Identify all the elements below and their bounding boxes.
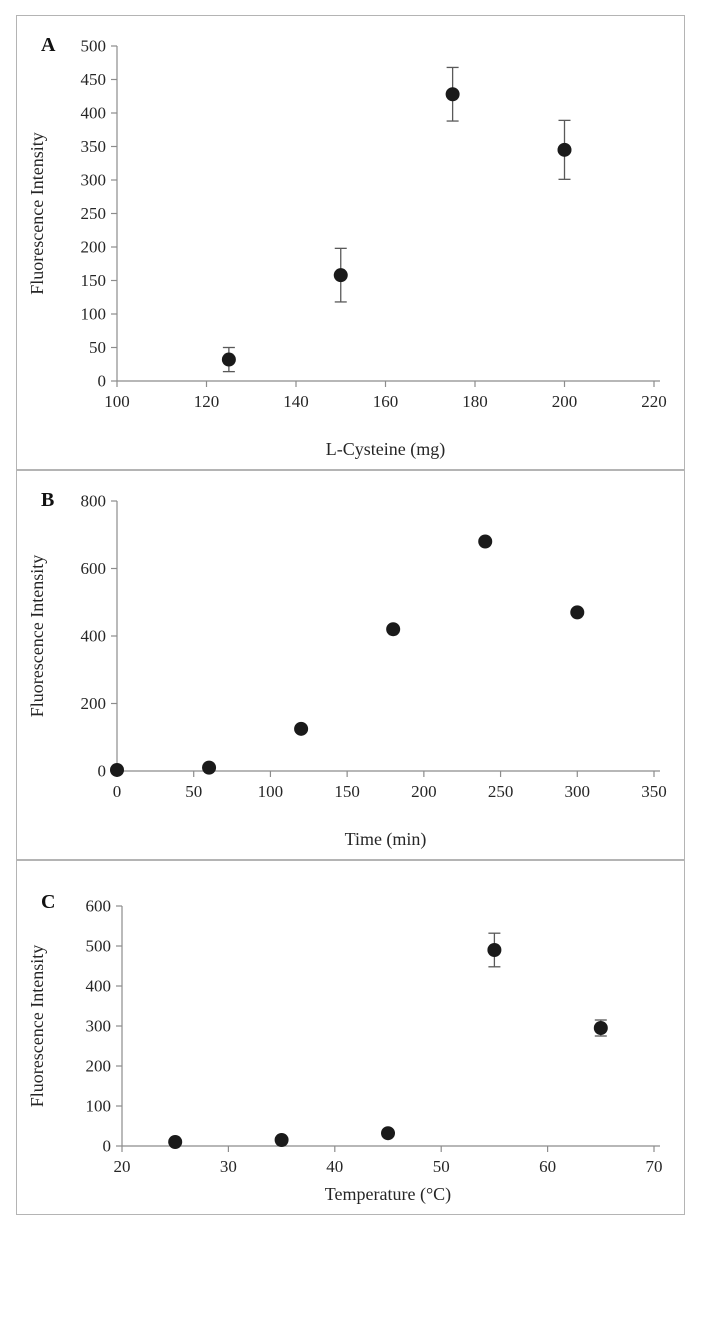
x-tick-label: 180 [462, 392, 488, 411]
data-point [593, 1021, 608, 1035]
x-tick-label: 200 [552, 392, 578, 411]
y-axis-title: Fluorescence Intensity [27, 945, 47, 1107]
y-tick-label: 0 [98, 762, 107, 781]
x-tick-label: 150 [334, 782, 360, 801]
scatter-chart-c: 20 30 40 50 60 70 0 100 200 300 400 500 600 Temperatu… [27, 897, 663, 1206]
x-axis-title: L-Cysteine (mg) [326, 439, 445, 460]
x-tick-label: 220 [641, 392, 667, 411]
y-tick-label: 150 [81, 271, 107, 290]
y-tick-label: 400 [86, 977, 112, 996]
data-point [274, 1133, 289, 1147]
x-tick-label: 50 [185, 782, 202, 801]
panel-b: B 0 50 100 150 200 250 300 350 0 200 400 600 800 Time… [16, 470, 685, 860]
panel-a-label: A [41, 34, 56, 56]
y-tick-label: 0 [98, 372, 107, 391]
x-tick-label: 20 [114, 1157, 131, 1176]
y-tick-label: 200 [86, 1057, 112, 1076]
x-tick-label: 40 [326, 1157, 343, 1176]
data-point [110, 762, 124, 777]
x-tick-label: 160 [373, 392, 399, 411]
y-tick-label: 300 [86, 1017, 112, 1036]
y-tick-label: 0 [103, 1137, 112, 1156]
data-point [333, 268, 348, 283]
x-tick-label: 50 [433, 1157, 450, 1176]
y-tick-label: 100 [81, 305, 107, 324]
data-point [294, 721, 309, 736]
panel-b-label: B [41, 489, 55, 511]
scatter-chart-b: 0 50 100 150 200 250 300 350 0 200 400 600 800 Time (… [27, 492, 667, 851]
figure: A 100 120 140 160 180 200 220 0 50 100 150 200 250 30… [16, 15, 685, 1215]
y-tick-label: 200 [81, 238, 107, 257]
y-tick-label: 250 [81, 204, 107, 223]
data-point [570, 605, 585, 620]
y-tick-label: 200 [81, 694, 107, 713]
x-tick-label: 30 [220, 1157, 237, 1176]
y-tick-label: 600 [86, 897, 112, 916]
scatter-chart-a: 100 120 140 160 180 200 220 0 50 100 150 200 250 300 3… [27, 37, 667, 461]
x-tick-label: 100 [258, 782, 284, 801]
data-point [445, 87, 460, 102]
y-tick-label: 50 [89, 338, 106, 357]
y-tick-label: 600 [81, 559, 107, 578]
x-tick-label: 300 [565, 782, 591, 801]
data-point [487, 943, 502, 957]
y-tick-label: 500 [81, 37, 107, 56]
x-tick-label: 250 [488, 782, 513, 801]
data-point [557, 142, 572, 157]
panel-a: A 100 120 140 160 180 200 220 0 50 100 150 200 250 30… [16, 15, 685, 470]
panel-c-label: C [41, 891, 56, 913]
y-tick-label: 800 [81, 492, 107, 511]
y-axis-title: Fluorescence Intensity [27, 132, 47, 294]
x-tick-label: 60 [539, 1157, 556, 1176]
data-point [168, 1135, 183, 1149]
data-point [221, 352, 236, 367]
x-tick-label: 0 [113, 782, 122, 801]
x-tick-label: 200 [411, 782, 437, 801]
x-tick-label: 350 [641, 782, 667, 801]
panel-c: C 20 30 40 50 60 70 0 100 200 300 400 500 600 Tempera… [16, 860, 685, 1215]
x-tick-label: 120 [194, 392, 220, 411]
data-point [202, 760, 217, 775]
y-tick-label: 300 [81, 171, 107, 190]
y-tick-label: 450 [81, 70, 107, 89]
y-tick-label: 100 [86, 1097, 112, 1116]
x-axis-title: Temperature (°C) [325, 1184, 451, 1205]
data-point [386, 622, 401, 637]
data-point [478, 534, 493, 549]
y-axis-title: Fluorescence Intensity [27, 555, 47, 717]
data-point [381, 1126, 395, 1141]
x-tick-label: 100 [104, 392, 130, 411]
y-tick-label: 350 [81, 137, 107, 156]
y-tick-label: 400 [81, 627, 107, 646]
x-tick-label: 140 [283, 392, 309, 411]
x-axis-title: Time (min) [345, 829, 427, 850]
y-tick-label: 400 [81, 104, 107, 123]
x-tick-label: 70 [646, 1157, 663, 1176]
y-tick-label: 500 [86, 937, 112, 956]
